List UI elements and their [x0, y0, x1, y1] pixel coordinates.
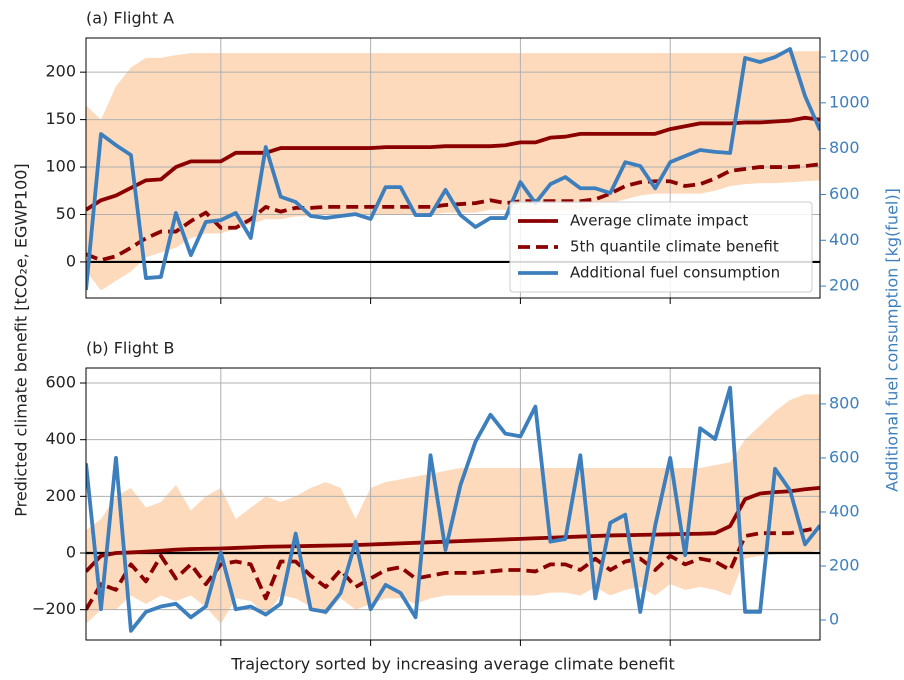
plot-area: [86, 38, 820, 298]
y-tick-label: 200: [45, 62, 76, 81]
y-tick-label: 600: [45, 373, 76, 392]
panel-title: (a) Flight A: [86, 9, 174, 28]
uncertainty-band: [86, 51, 820, 291]
y2-tick-label: 200: [829, 555, 860, 574]
panel-title: (b) Flight B: [86, 339, 174, 358]
plot-area: [86, 368, 820, 640]
series-line: [86, 485, 820, 573]
series-line: [86, 162, 820, 262]
plot-frame: [85, 37, 821, 299]
y-tick-label: 0: [66, 543, 76, 562]
legend-label: 5th quantile climate benefit: [570, 238, 779, 256]
y-tick-label: 100: [45, 157, 76, 176]
legend-label: Average climate impact: [570, 212, 748, 230]
y-tick-label: −200: [32, 599, 76, 618]
legend-frame: [509, 201, 813, 293]
y2-tick-label: 400: [829, 230, 860, 249]
y-tick-label: 200: [45, 486, 76, 505]
y2-tick-label: 600: [829, 184, 860, 203]
y2-tick-label: 1000: [829, 92, 870, 111]
legend-label: Additional fuel consumption: [570, 264, 780, 282]
y2-tick-label: 800: [829, 138, 860, 157]
y2-tick-label: 1200: [829, 47, 870, 66]
series-line: [86, 47, 820, 291]
y2-tick-label: 800: [829, 393, 860, 412]
y-axis-label: Predicted climate benefit [tCO₂e, EGWP10…: [12, 163, 31, 516]
series-line: [86, 385, 820, 633]
y2-tick-label: 600: [829, 447, 860, 466]
y2-tick-label: 0: [829, 610, 839, 629]
series-line: [86, 525, 820, 611]
y2-tick-label: 200: [829, 276, 860, 295]
y-tick-label: 0: [66, 251, 76, 270]
y2-axis-label: Additional fuel consumption [kg(fuel)]: [883, 188, 902, 492]
y-tick-label: 50: [56, 204, 76, 223]
y-tick-label: 400: [45, 429, 76, 448]
y-tick-label: 150: [45, 109, 76, 128]
series-line: [86, 115, 820, 212]
y2-tick-label: 400: [829, 501, 860, 520]
x-axis-label: Trajectory sorted by increasing average …: [230, 655, 674, 674]
plot-frame: [85, 367, 821, 641]
